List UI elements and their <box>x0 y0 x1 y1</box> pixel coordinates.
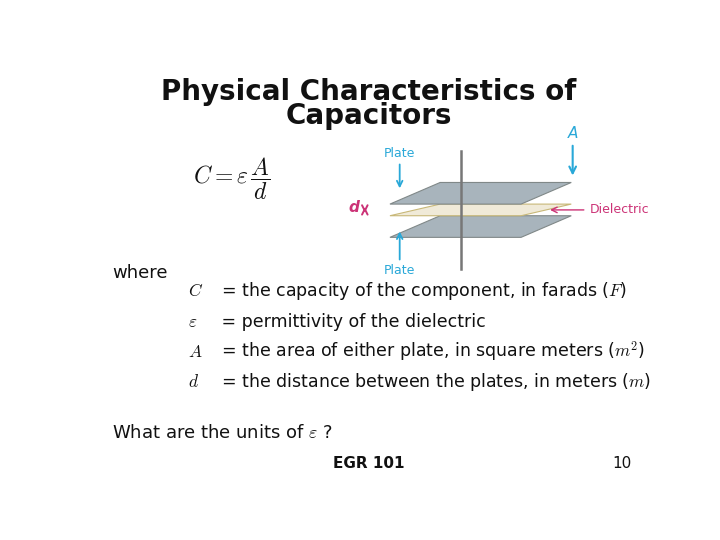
Text: 10: 10 <box>612 456 631 471</box>
Text: $A$: $A$ <box>188 343 202 361</box>
Text: What are the units of $\varepsilon$ ?: What are the units of $\varepsilon$ ? <box>112 424 333 442</box>
Text: $\varepsilon$: $\varepsilon$ <box>188 313 197 331</box>
Text: Plate: Plate <box>384 146 415 160</box>
Text: A: A <box>567 126 578 141</box>
Text: Dielectric: Dielectric <box>590 204 649 217</box>
Text: Physical Characteristics of: Physical Characteristics of <box>161 78 577 106</box>
Polygon shape <box>390 183 571 204</box>
Text: $d$: $d$ <box>188 374 199 391</box>
Text: = permittivity of the dielectric: = permittivity of the dielectric <box>215 313 485 331</box>
Text: where: where <box>112 264 168 282</box>
Polygon shape <box>390 216 571 238</box>
Text: $C = \varepsilon\,\dfrac{A}{d}$: $C = \varepsilon\,\dfrac{A}{d}$ <box>193 156 271 202</box>
Text: = the distance between the plates, in meters ($m$): = the distance between the plates, in me… <box>215 372 651 394</box>
Text: d: d <box>348 200 359 215</box>
Text: Capacitors: Capacitors <box>286 102 452 130</box>
Text: = the capacity of the component, in farads ($F$): = the capacity of the component, in fara… <box>215 280 626 302</box>
Polygon shape <box>390 204 571 216</box>
Text: = the area of either plate, in square meters ($m^2$): = the area of either plate, in square me… <box>215 340 645 364</box>
Text: EGR 101: EGR 101 <box>333 456 405 471</box>
Text: $C$: $C$ <box>188 282 203 300</box>
Text: Plate: Plate <box>384 265 415 278</box>
